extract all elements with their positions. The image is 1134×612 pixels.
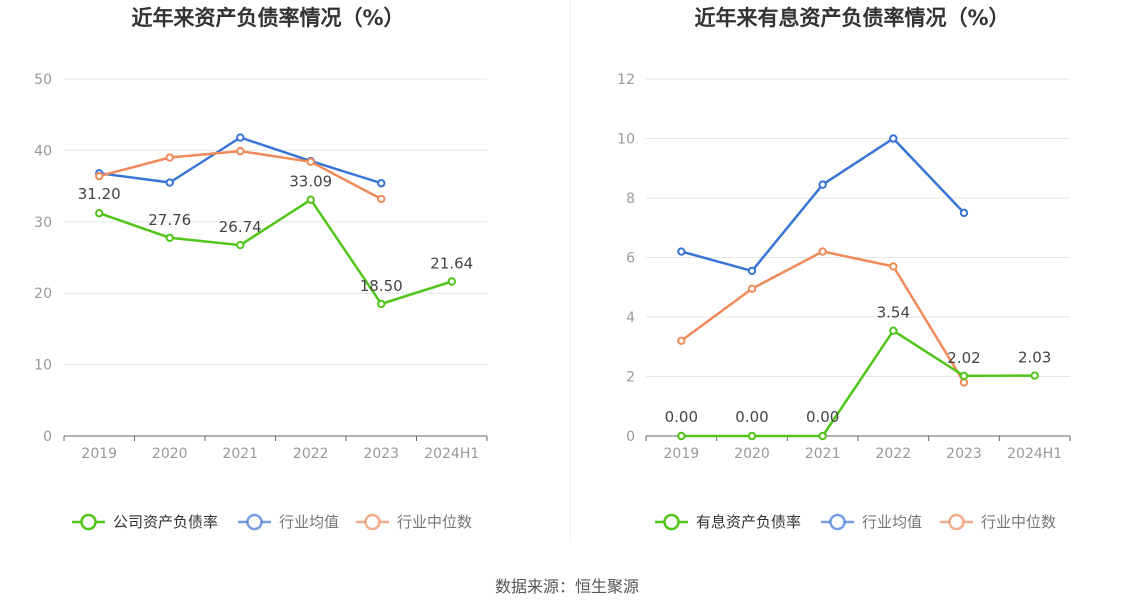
data-label: 27.76: [148, 211, 191, 229]
data-point: [818, 247, 827, 256]
data-point: [377, 194, 386, 204]
legend-marker: [80, 513, 97, 531]
chart-title: 近年来有息资产负债率情况（%）: [694, 6, 1009, 30]
data-point: [818, 431, 827, 441]
chart-panel-interest-debt-ratio: 近年来有息资产负债率情况（%） 0 2 4 6 8 10 12 2019 2020 2021 2022…: [617, 6, 1071, 531]
y-tick-label: 50: [34, 72, 52, 88]
legend-label: 行业中位数: [397, 513, 472, 531]
x-tick-label: 2020: [152, 446, 188, 462]
data-label: 31.20: [78, 185, 121, 203]
data-point: [747, 266, 757, 276]
legend-marker: [246, 513, 263, 531]
x-tick-label: 2019: [664, 446, 700, 462]
data-point: [95, 171, 104, 181]
x-tick-label: 2021: [805, 446, 841, 462]
data-label: 0.00: [665, 408, 698, 426]
legend-label: 行业中位数: [981, 513, 1056, 531]
y-tick-label: 30: [34, 215, 52, 231]
data-point: [377, 299, 386, 309]
data-point: [677, 431, 686, 441]
x-tick-label: 2024H1: [424, 446, 479, 462]
chart-title: 近年来资产负债率情况（%）: [131, 6, 404, 30]
x-tick-label: 2020: [734, 446, 770, 462]
y-tick-label: 12: [617, 72, 635, 88]
data-point: [236, 146, 245, 156]
data-point: [747, 284, 757, 293]
x-tick-label: 2021: [222, 446, 258, 462]
data-point: [95, 209, 104, 218]
legend-marker: [948, 513, 965, 531]
x-tick-label: 2019: [81, 446, 117, 462]
data-point: [959, 371, 969, 381]
data-point: [236, 240, 245, 250]
data-label: 0.00: [735, 408, 768, 426]
data-source-text: 数据来源：恒生聚源: [495, 577, 639, 596]
data-label: 33.09: [289, 173, 332, 191]
data-label: 18.50: [360, 277, 403, 295]
data-point: [236, 133, 245, 142]
y-tick-label: 40: [34, 143, 52, 159]
data-point: [747, 431, 757, 441]
data-point: [447, 277, 456, 286]
data-point: [165, 233, 174, 242]
legend-marker: [829, 513, 846, 531]
y-tick-label: 6: [626, 251, 635, 267]
data-point: [818, 180, 827, 189]
x-tick-label: 2023: [363, 446, 399, 462]
x-tick-label: 2022: [876, 446, 912, 462]
y-tick-label: 8: [626, 191, 635, 207]
x-tick-label: 2022: [293, 446, 329, 462]
data-point: [889, 134, 898, 143]
data-point: [306, 195, 315, 204]
data-label: 21.64: [430, 254, 473, 272]
y-tick-label: 0: [626, 429, 635, 445]
data-point: [959, 378, 969, 387]
data-point: [889, 326, 898, 335]
legend-marker: [364, 513, 381, 531]
data-point: [677, 336, 686, 345]
x-tick-label: 2023: [946, 446, 982, 462]
data-point: [165, 178, 174, 187]
y-tick-label: 10: [34, 358, 52, 374]
y-tick-label: 0: [43, 429, 52, 445]
data-point: [959, 208, 969, 218]
data-point: [1030, 371, 1039, 380]
series-line: [98, 198, 453, 306]
y-tick-label: 2: [626, 370, 635, 386]
data-point: [677, 247, 686, 256]
y-tick-label: 10: [617, 132, 635, 148]
series-line: [98, 149, 382, 201]
data-point: [165, 153, 174, 162]
chart-panel-debt-ratio: 近年来资产负债率情况（%） 0 10 20 30 40 50 2019 2020 2021 2022…: [34, 6, 488, 531]
data-point: [377, 179, 386, 188]
data-label: 2.03: [1018, 349, 1051, 367]
legend-marker: [663, 513, 680, 531]
data-label: 2.02: [947, 349, 980, 367]
data-label: 3.54: [877, 304, 910, 322]
legend-label: 行业均值: [279, 513, 339, 531]
data-label: 0.00: [806, 408, 839, 426]
y-tick-label: 4: [626, 310, 635, 326]
legend-label: 公司资产负债率: [113, 513, 218, 531]
series-line: [681, 329, 1035, 438]
data-point: [889, 262, 898, 271]
y-tick-label: 20: [34, 286, 52, 302]
legend-label: 行业均值: [862, 513, 922, 531]
x-tick-label: 2024H1: [1007, 446, 1062, 462]
data-label: 26.74: [219, 218, 262, 236]
legend-label: 有息资产负债率: [696, 513, 801, 531]
data-point: [306, 157, 315, 167]
